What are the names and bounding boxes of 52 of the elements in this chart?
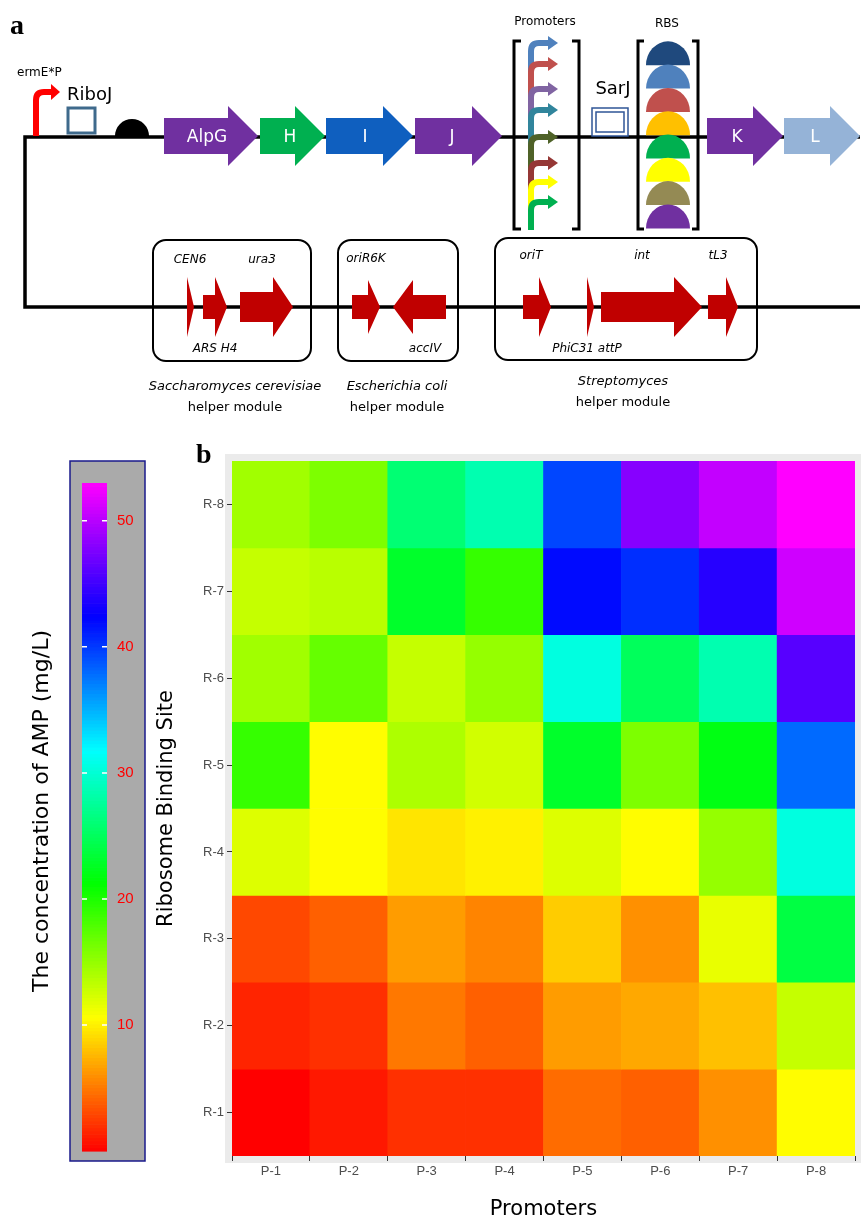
text: oriT (519, 248, 545, 262)
text: Streptomyces (577, 373, 669, 388)
text: accIV (408, 341, 442, 355)
text: AlpG (186, 126, 228, 146)
text: K (731, 126, 744, 146)
text: I (362, 126, 368, 146)
text: CEN6 (173, 252, 207, 266)
color-bar-label: 40 (117, 636, 134, 654)
x-tick-label: P-5 (572, 1163, 593, 1179)
text: helper module (349, 399, 445, 414)
y-tick-label: R-5 (203, 756, 224, 772)
x-tick-label: P-4 (494, 1163, 515, 1179)
text: ura3 (248, 252, 276, 266)
text: RBS (655, 16, 679, 30)
text: PhiC31 attP (552, 341, 623, 355)
text: RiboJ (67, 83, 113, 104)
text: Escherichia coli (346, 378, 448, 393)
text: Promoters (514, 14, 576, 28)
text: helper module (187, 399, 283, 414)
text: ermE*P (17, 65, 62, 79)
color-bar-title: The concentration of AMP (mg/L) (27, 630, 53, 993)
text: SarJ (595, 77, 631, 98)
x-tick-label: P-6 (650, 1163, 671, 1179)
x-tick-label: P-7 (728, 1163, 749, 1179)
x-tick-label: P-2 (338, 1163, 359, 1179)
y-tick-label: R-4 (203, 843, 224, 859)
text: Saccharomyces cerevisiae (148, 378, 322, 393)
text: J (448, 126, 455, 146)
text: a (10, 9, 24, 40)
text: L (810, 126, 821, 146)
color-bar-label: 50 (117, 510, 134, 528)
x-tick-label: P-3 (416, 1163, 437, 1179)
text: H (283, 126, 297, 146)
text: ARS H4 (191, 341, 238, 355)
color-bar-label: 10 (117, 1015, 134, 1033)
y-tick-label: R-7 (203, 582, 224, 598)
x-tick-label: P-8 (805, 1163, 827, 1179)
color-bar-label: 30 (117, 763, 134, 781)
x-tick-label: P-1 (260, 1163, 282, 1179)
x-axis-title: Promoters (489, 1195, 598, 1220)
y-tick-label: R-1 (203, 1104, 224, 1120)
y-tick-label: R-2 (203, 1017, 224, 1033)
text: helper module (575, 394, 671, 409)
text: tL3 (708, 248, 728, 262)
y-tick-label: R-3 (203, 930, 224, 946)
y-axis-title: Ribosome Binding Site (153, 690, 178, 927)
color-bar-label: 20 (117, 889, 134, 907)
text: oriR6K (346, 251, 387, 265)
y-tick-label: R-8 (203, 496, 224, 512)
y-tick-label: R-6 (203, 669, 224, 685)
chart-title: b (196, 438, 212, 469)
text: int (634, 248, 652, 262)
